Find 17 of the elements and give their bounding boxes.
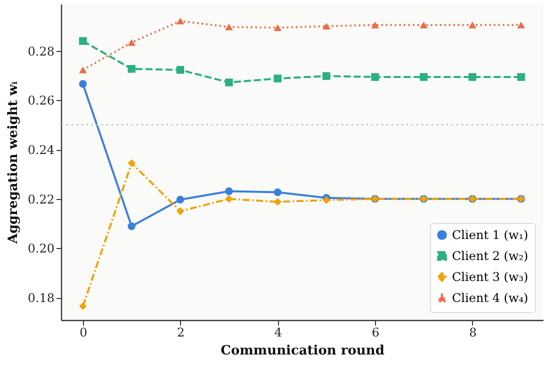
legend-label: Client 1 (w₁) [452,228,528,242]
x-tick-label: 2 [176,326,185,340]
legend-label: Client 4 (w₄) [452,291,528,305]
x-tick-label: 0 [80,326,88,340]
legend-label: Client 3 (w₃) [452,270,528,284]
y-axis-title: Aggregation weight wᵢ [6,81,21,245]
y-tick-label: 0.26 [28,94,54,108]
x-axis-title: Communication round [220,344,384,358]
y-tick-label: 0.18 [28,291,54,306]
y-tick-label: 0.20 [28,242,54,256]
x-tick-label: 6 [372,326,380,340]
y-tick-label: 0.24 [28,143,55,158]
y-tick-label: 0.28 [28,44,54,58]
y-tick-label: 0.22 [28,192,54,206]
legend-label: Client 2 (w₂) [452,249,528,263]
x-tick-label: 4 [274,326,282,340]
x-tick-label: 8 [469,326,477,340]
